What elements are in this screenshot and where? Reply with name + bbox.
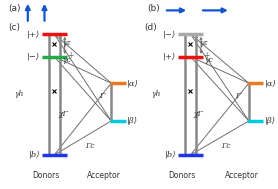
Text: +: +: [203, 51, 210, 60]
Text: Γc: Γc: [85, 143, 94, 150]
Text: (a): (a): [8, 4, 21, 13]
Text: Γc: Γc: [221, 143, 230, 150]
Text: Γ: Γ: [99, 92, 104, 100]
Text: (c): (c): [8, 23, 20, 32]
Text: (d): (d): [145, 23, 157, 32]
Text: |α⟩: |α⟩: [127, 79, 139, 87]
Text: Donors: Donors: [32, 171, 59, 180]
Text: |β⟩: |β⟩: [265, 117, 276, 125]
Text: |+⟩: |+⟩: [163, 53, 177, 61]
Text: γz: γz: [199, 39, 207, 46]
Text: χΓ: χΓ: [58, 110, 68, 118]
Text: (b): (b): [147, 4, 160, 13]
Text: |β⟩: |β⟩: [127, 117, 138, 125]
Text: γc: γc: [63, 56, 71, 64]
Text: |−⟩: |−⟩: [27, 53, 40, 61]
Text: |α⟩: |α⟩: [265, 79, 276, 87]
Text: γh: γh: [14, 91, 23, 98]
Text: γh: γh: [152, 91, 161, 98]
Text: |b⟩: |b⟩: [165, 151, 177, 159]
Text: |b⟩: |b⟩: [29, 151, 40, 159]
Text: χΓ: χΓ: [193, 110, 203, 118]
Text: |+⟩: |+⟩: [27, 30, 40, 38]
Text: γz: γz: [63, 39, 71, 46]
Text: Acceptor: Acceptor: [87, 171, 121, 180]
Text: |−⟩: |−⟩: [163, 30, 177, 38]
Text: γc: γc: [204, 56, 213, 64]
Text: Γ: Γ: [235, 92, 240, 100]
Text: Acceptor: Acceptor: [225, 171, 259, 180]
Text: Donors: Donors: [168, 171, 196, 180]
Text: +: +: [67, 51, 74, 60]
